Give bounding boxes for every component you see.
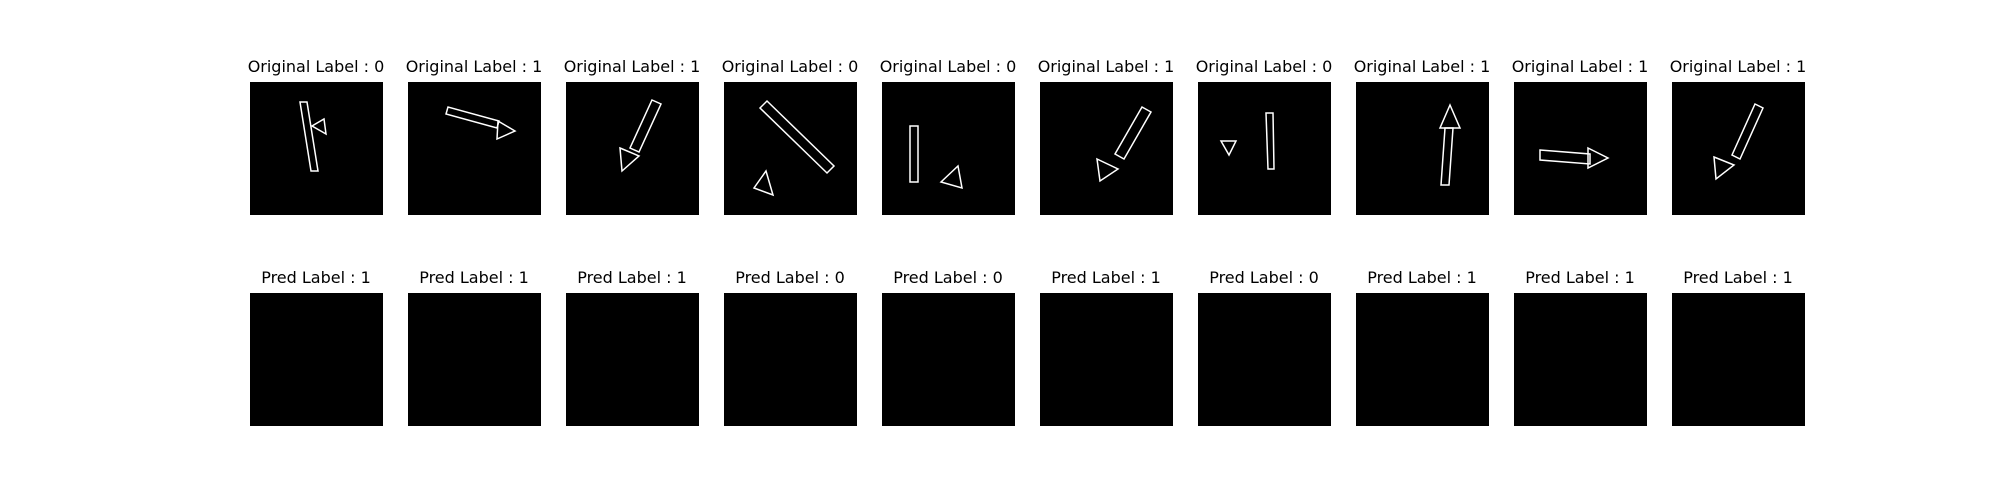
original-title-2: Original Label : 1	[405, 57, 543, 76]
original-title-5: Original Label : 0	[879, 57, 1017, 76]
original-image-9	[1514, 82, 1647, 215]
pred-image-8	[1356, 293, 1489, 426]
original-image-8	[1356, 82, 1489, 215]
pred-image-3	[566, 293, 699, 426]
pred-title-3: Pred Label : 1	[577, 268, 687, 287]
original-image-4	[724, 82, 857, 215]
pred-title-2: Pred Label : 1	[419, 268, 529, 287]
original-title-6: Original Label : 1	[1037, 57, 1175, 76]
pred-title-1: Pred Label : 1	[261, 268, 371, 287]
pred-image-1	[250, 293, 383, 426]
pred-title-5: Pred Label : 0	[893, 268, 1003, 287]
original-title-10: Original Label : 1	[1669, 57, 1807, 76]
pred-image-2	[408, 293, 541, 426]
pred-image-6	[1040, 293, 1173, 426]
pred-image-5	[882, 293, 1015, 426]
pred-title-8: Pred Label : 1	[1367, 268, 1477, 287]
original-title-4: Original Label : 0	[721, 57, 859, 76]
original-image-6	[1040, 82, 1173, 215]
pred-title-9: Pred Label : 1	[1525, 268, 1635, 287]
original-title-7: Original Label : 0	[1195, 57, 1333, 76]
original-image-3	[566, 82, 699, 215]
pred-title-4: Pred Label : 0	[735, 268, 845, 287]
pred-title-6: Pred Label : 1	[1051, 268, 1161, 287]
original-image-10	[1672, 82, 1805, 215]
original-image-2	[408, 82, 541, 215]
original-title-9: Original Label : 1	[1511, 57, 1649, 76]
pred-title-10: Pred Label : 1	[1683, 268, 1793, 287]
original-image-7	[1198, 82, 1331, 215]
pred-image-4	[724, 293, 857, 426]
pred-title-7: Pred Label : 0	[1209, 268, 1319, 287]
original-title-8: Original Label : 1	[1353, 57, 1491, 76]
original-title-1: Original Label : 0	[247, 57, 385, 76]
pred-image-7	[1198, 293, 1331, 426]
pred-image-9	[1514, 293, 1647, 426]
original-image-5	[882, 82, 1015, 215]
original-title-3: Original Label : 1	[563, 57, 701, 76]
original-image-1	[250, 82, 383, 215]
pred-image-10	[1672, 293, 1805, 426]
